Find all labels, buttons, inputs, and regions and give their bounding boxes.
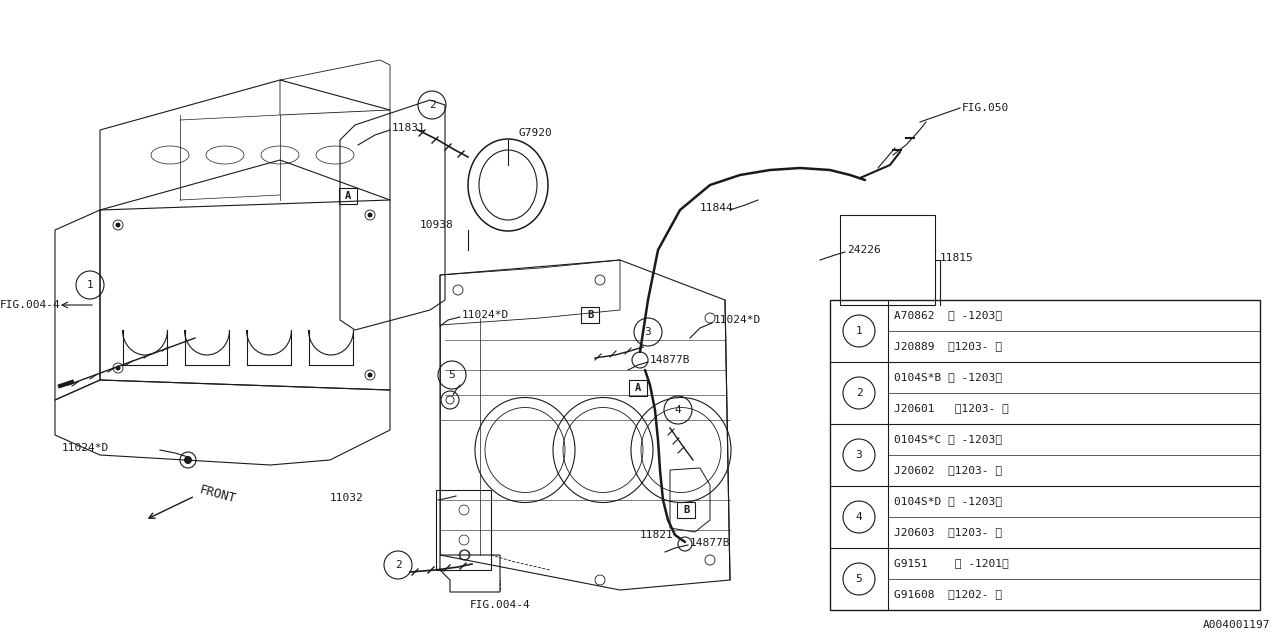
Text: 11024*D: 11024*D	[462, 310, 509, 320]
Text: FIG.050: FIG.050	[963, 103, 1009, 113]
Text: B: B	[586, 310, 593, 320]
Text: 4: 4	[675, 405, 681, 415]
Text: 11024*D: 11024*D	[61, 443, 109, 453]
Bar	[436, 490, 492, 570]
Text: 0104S*B 〈 -1203〉: 0104S*B 〈 -1203〉	[893, 372, 1002, 383]
Text: FRONT: FRONT	[198, 484, 238, 506]
Text: 14877B: 14877B	[690, 538, 731, 548]
Text: A: A	[344, 191, 351, 201]
Text: J20601   〈1203- 〉: J20601 〈1203- 〉	[893, 403, 1009, 413]
Bar	[628, 380, 646, 396]
Text: FIG.004-4: FIG.004-4	[0, 300, 60, 310]
Text: 1: 1	[855, 326, 863, 336]
Text: 10938: 10938	[420, 220, 453, 230]
Text: 14877B: 14877B	[650, 355, 690, 365]
Text: 11032: 11032	[330, 493, 364, 503]
Circle shape	[115, 223, 120, 227]
Text: 11821: 11821	[640, 530, 673, 540]
Text: J20889  〈1203- 〉: J20889 〈1203- 〉	[893, 342, 1002, 351]
Text: 1: 1	[87, 280, 93, 290]
Bar	[840, 215, 934, 305]
Text: 2: 2	[429, 100, 435, 110]
Text: 11024*D: 11024*D	[714, 315, 762, 325]
Text: A70862  〈 -1203〉: A70862 〈 -1203〉	[893, 310, 1002, 321]
Circle shape	[367, 212, 372, 218]
Circle shape	[184, 456, 192, 464]
Text: 0104S*C 〈 -1203〉: 0104S*C 〈 -1203〉	[893, 435, 1002, 445]
Bar	[581, 307, 599, 323]
Text: 11831: 11831	[392, 123, 426, 133]
Bar	[677, 502, 695, 518]
Text: 2: 2	[855, 388, 863, 398]
Text: 4: 4	[855, 512, 863, 522]
Text: J20602  〈1203- 〉: J20602 〈1203- 〉	[893, 465, 1002, 476]
Text: FIG.004-4: FIG.004-4	[470, 600, 530, 610]
Text: 3: 3	[855, 450, 863, 460]
Text: 0104S*D 〈 -1203〉: 0104S*D 〈 -1203〉	[893, 497, 1002, 506]
Text: 24226: 24226	[847, 245, 881, 255]
Text: G9151    〈 -1201〉: G9151 〈 -1201〉	[893, 559, 1009, 568]
Text: 5: 5	[855, 574, 863, 584]
Text: 2: 2	[394, 560, 402, 570]
Text: A004001197: A004001197	[1202, 620, 1270, 630]
Circle shape	[367, 372, 372, 378]
Text: 11844: 11844	[700, 203, 733, 213]
Text: 11815: 11815	[940, 253, 974, 263]
Text: J20603  〈1203- 〉: J20603 〈1203- 〉	[893, 527, 1002, 538]
Text: A: A	[635, 383, 641, 393]
Text: G7920: G7920	[518, 128, 552, 138]
Circle shape	[115, 365, 120, 371]
Text: 5: 5	[448, 370, 456, 380]
Text: 3: 3	[645, 327, 652, 337]
Bar	[339, 188, 357, 204]
Bar	[829, 300, 1260, 610]
Text: G91608  〈1202- 〉: G91608 〈1202- 〉	[893, 589, 1002, 600]
Text: B: B	[682, 505, 689, 515]
